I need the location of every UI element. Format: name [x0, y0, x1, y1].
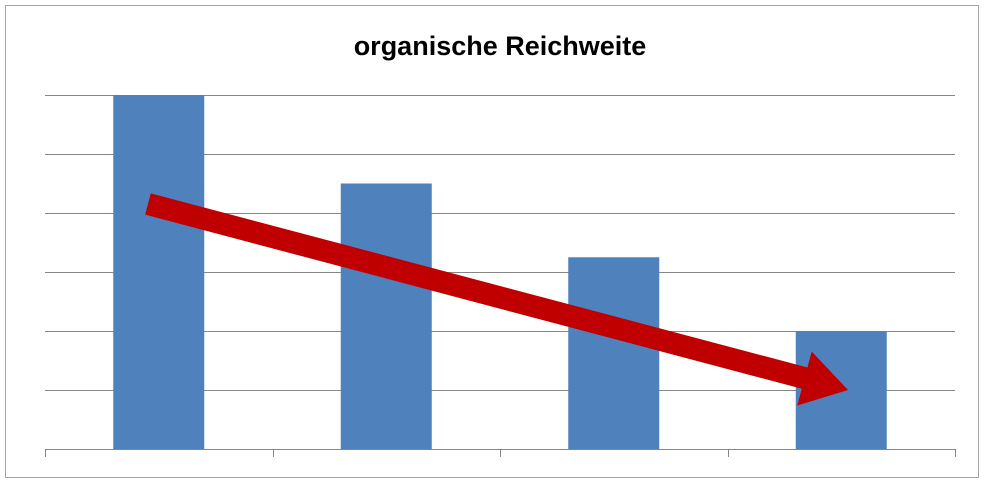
trend-arrow: [145, 193, 848, 406]
chart-title: organische Reichweite: [354, 31, 647, 61]
arrow-shaft: [145, 193, 811, 390]
bar: [113, 95, 205, 449]
bar: [568, 257, 660, 449]
plot-area: [45, 95, 956, 457]
bar: [340, 183, 432, 449]
arrow-head: [797, 351, 848, 406]
